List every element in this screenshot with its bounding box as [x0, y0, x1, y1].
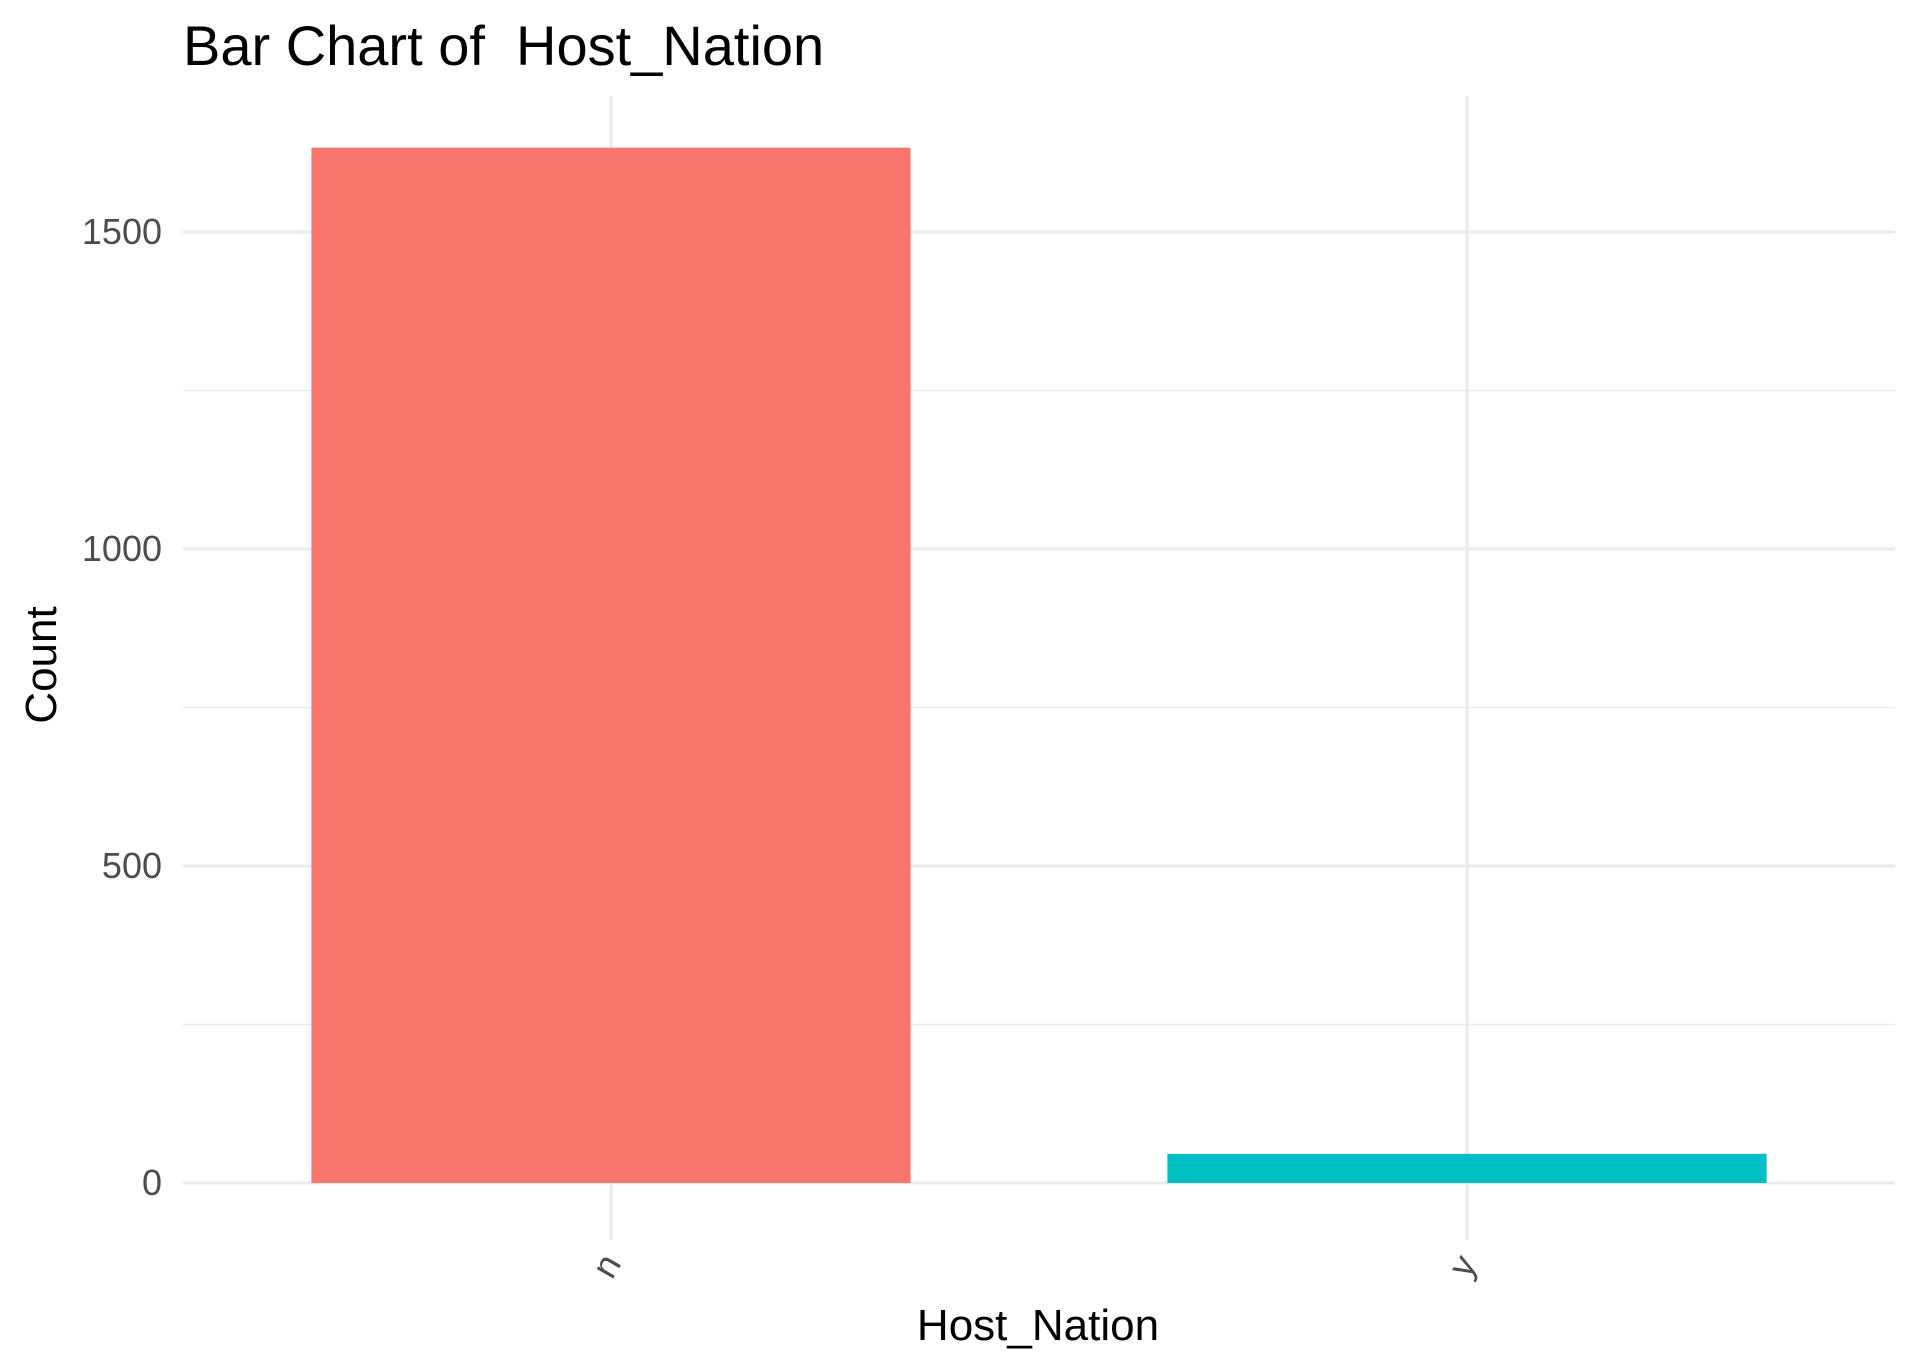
y-axis-ticks: 0 500 1000 1500 [82, 211, 162, 1203]
x-axis-title: Host_Nation [917, 1301, 1159, 1350]
y-tick-label: 0 [142, 1162, 162, 1203]
y-tick-label: 1500 [82, 211, 162, 252]
y-tick-label: 1000 [82, 528, 162, 569]
bars [311, 147, 1767, 1184]
x-tick-label: n [583, 1247, 629, 1285]
x-tick-label: y [1440, 1248, 1485, 1284]
bar-n [311, 147, 911, 1184]
chart-title: Bar Chart of Host_Nation [183, 14, 824, 77]
y-axis-title: Count [17, 606, 66, 723]
bar-y [1167, 1153, 1767, 1183]
y-tick-label: 500 [102, 845, 162, 886]
